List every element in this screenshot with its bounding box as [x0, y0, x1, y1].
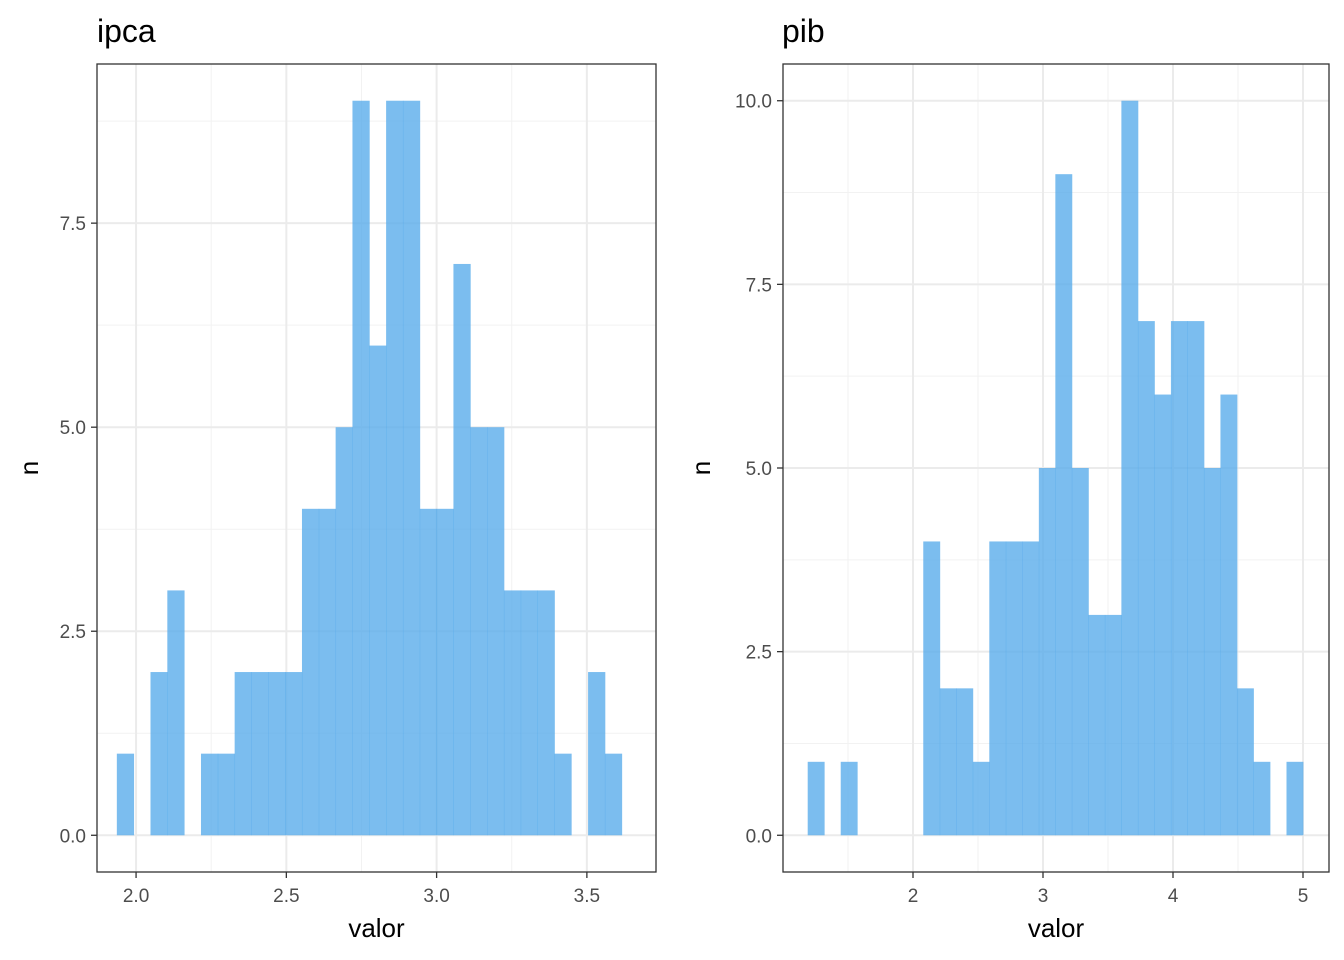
histogram-bar: [972, 761, 990, 836]
histogram-bar: [116, 753, 135, 836]
x-tick-label: 2.0: [123, 886, 149, 907]
histogram-bar: [301, 508, 320, 836]
x-tick-label: 2: [908, 886, 919, 907]
histogram-bar: [807, 761, 825, 836]
histogram-bar: [1203, 468, 1221, 836]
histogram-bar: [436, 508, 454, 836]
y-axis-title: n: [686, 461, 716, 475]
x-axis-title: valor: [348, 913, 405, 943]
y-tick-label: 10.0: [735, 92, 772, 113]
histogram-bar: [1170, 321, 1188, 836]
histogram-bar: [1038, 468, 1056, 836]
histogram-bar: [840, 761, 858, 836]
histogram-bar: [285, 672, 303, 836]
histogram-bar: [251, 672, 269, 836]
pib-panel: 2 3 4 5 0.0 2.5 5.0 7.5 10.0 pib valor n: [686, 13, 1330, 943]
histogram-bar: [1088, 614, 1106, 836]
histogram-bar: [554, 753, 572, 836]
x-tick-label: 4: [1168, 886, 1179, 907]
histogram-bar: [588, 672, 606, 836]
histogram-bar: [503, 590, 522, 836]
panel-border: [96, 63, 657, 873]
histogram-bar: [1121, 100, 1139, 836]
histogram-bar: [167, 590, 185, 836]
ipca-panel: 2.0 2.5 3.0 3.5 0.0 2.5 5.0 7.5 ipca valor n: [14, 13, 657, 943]
histogram-bar: [352, 100, 370, 836]
histogram-bar: [150, 672, 168, 836]
panel-title: ipca: [97, 13, 156, 49]
histogram-bar: [537, 590, 555, 836]
histogram-bar: [1055, 174, 1073, 836]
histogram-bar: [369, 345, 387, 836]
histogram-bar: [470, 427, 488, 836]
histogram-bar: [386, 100, 404, 836]
panel-title: pib: [782, 13, 825, 49]
histogram-bar: [234, 672, 252, 836]
y-tick-label: 2.5: [60, 622, 86, 643]
x-tick-label: 3: [1038, 886, 1049, 907]
histogram-bar: [1220, 394, 1238, 836]
histogram-bar: [1154, 394, 1172, 836]
x-tick-label: 5: [1298, 886, 1309, 907]
histogram-bar: [520, 590, 538, 836]
x-tick-label: 3.0: [423, 886, 449, 907]
y-tick-label: 5.0: [746, 459, 772, 480]
histogram-bar: [419, 508, 438, 836]
y-tick-label: 0.0: [60, 826, 86, 847]
x-tick-label: 3.5: [574, 886, 600, 907]
histogram-bar: [989, 541, 1007, 836]
histogram-bar: [923, 541, 941, 836]
histogram-bar: [1286, 761, 1304, 836]
histogram-bar: [604, 753, 623, 836]
histogram-bar: [1005, 541, 1023, 836]
histogram-bar: [1253, 761, 1271, 836]
y-tick-label: 7.5: [60, 214, 86, 235]
histogram-bar: [1104, 614, 1122, 836]
histogram-bar: [1236, 688, 1254, 836]
histogram-bar: [335, 427, 353, 836]
histogram-bar: [453, 263, 471, 836]
histogram-bar: [1137, 321, 1155, 836]
y-tick-label: 5.0: [60, 418, 86, 439]
histogram-bar: [402, 100, 421, 836]
y-tick-label: 2.5: [746, 643, 772, 664]
x-tick-label: 2.5: [273, 886, 299, 907]
histogram-bar: [1187, 321, 1205, 836]
x-axis-title: valor: [1028, 913, 1085, 943]
y-tick-label: 0.0: [746, 826, 772, 847]
histogram-bar: [318, 508, 337, 836]
histogram-bar: [1022, 541, 1040, 836]
histogram-bar: [217, 753, 236, 836]
y-tick-label: 7.5: [746, 275, 772, 296]
histogram-bar: [1071, 468, 1089, 836]
histogram-bar: [487, 427, 505, 836]
y-axis-title: n: [14, 461, 44, 475]
histogram-bar: [956, 688, 974, 836]
histogram-bar: [200, 753, 219, 836]
histogram-bar: [939, 688, 957, 836]
histogram-bar: [268, 672, 286, 836]
